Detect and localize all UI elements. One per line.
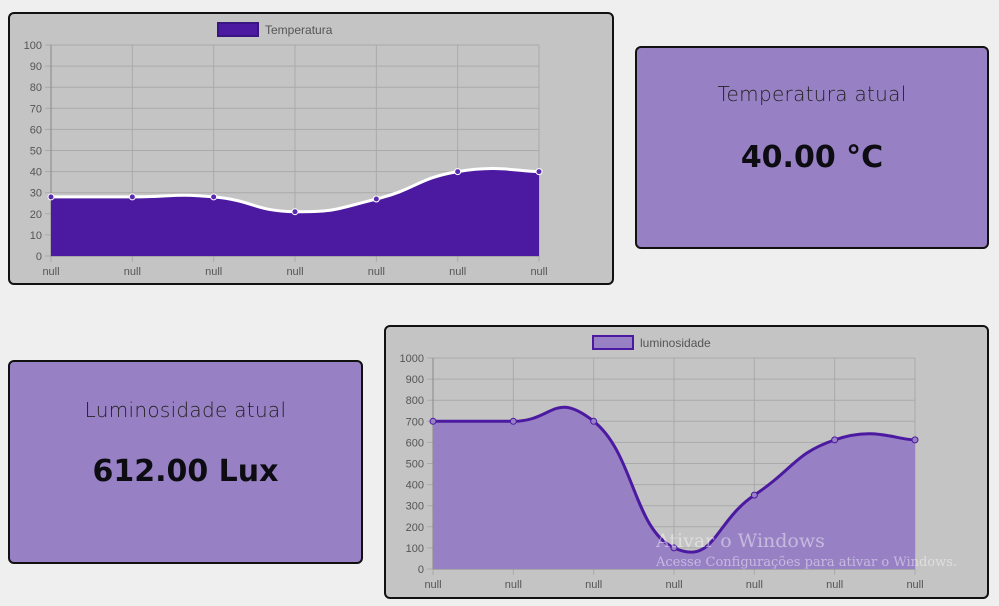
temperature-data-point (210, 193, 218, 201)
luminosity-xtick-label: null (585, 579, 602, 591)
luminosity-ytick-label: 200 (406, 522, 424, 534)
luminosity-data-point (429, 417, 437, 425)
temperature-data-point (454, 168, 462, 176)
luminosity-ytick-label: 300 (406, 501, 424, 513)
luminosity-card: Luminosidade atual 612.00 Lux (8, 360, 363, 564)
temperature-legend-label: Temperatura (265, 23, 333, 37)
luminosity-legend-label: luminosidade (640, 336, 711, 350)
luminosity-area-fill (433, 407, 915, 569)
luminosity-legend-swatch (592, 335, 634, 350)
luminosity-card-value: 612.00 Lux (92, 454, 279, 489)
luminosity-ytick-label: 500 (406, 459, 424, 471)
luminosity-ytick-label: 700 (406, 416, 424, 428)
temperature-chart: Temperatura 0 10 20 30 40 50 60 70 80 90 100 null nul… (24, 22, 548, 278)
temperature-data-point (372, 195, 380, 203)
temperature-ytick-label: 0 (36, 251, 42, 263)
temperature-ytick-label: 70 (30, 103, 42, 115)
luminosity-ytick-label: 0 (418, 564, 424, 576)
temperature-ytick-label: 90 (30, 61, 42, 73)
luminosity-chart: luminosidade 0 100 200 300 400 500 600 700 800 900… (400, 335, 924, 591)
luminosity-ytick-label: 100 (406, 543, 424, 555)
temperature-xtick-label: null (530, 266, 547, 278)
temperature-xtick-label: null (205, 266, 222, 278)
luminosity-data-point (831, 436, 839, 444)
luminosity-ytick-label: 900 (406, 374, 424, 386)
luminosity-data-point (750, 491, 758, 499)
temperature-card-value: 40.00 °C (740, 140, 884, 175)
luminosity-xtick-label: null (826, 579, 843, 591)
temperature-xtick-label: null (286, 266, 303, 278)
temperature-data-point (535, 168, 543, 176)
temperature-ytick-label: 30 (30, 188, 42, 200)
temperature-ytick-label: 100 (24, 40, 42, 52)
luminosity-chart-panel: luminosidade 0 100 200 300 400 500 600 700 800 900… (384, 325, 989, 599)
luminosity-data-point (911, 436, 919, 444)
luminosity-xtick-label: null (665, 579, 682, 591)
luminosity-data-point (590, 417, 598, 425)
luminosity-ytick-label: 600 (406, 437, 424, 449)
temperature-xtick-label: null (368, 266, 385, 278)
temperature-xtick-label: null (42, 266, 59, 278)
luminosity-ytick-label: 800 (406, 395, 424, 407)
luminosity-data-point (670, 544, 678, 552)
temperature-xtick-label: null (449, 266, 466, 278)
temperature-ytick-label: 40 (30, 167, 42, 179)
temperature-xtick-label: null (124, 266, 141, 278)
luminosity-data-point (509, 417, 517, 425)
luminosity-xtick-label: null (424, 579, 441, 591)
luminosity-ytick-label: 1000 (400, 353, 424, 365)
temperature-legend-swatch (217, 22, 259, 37)
temperature-card-title: Temperatura atual (717, 82, 907, 106)
luminosity-xtick-label: null (505, 579, 522, 591)
temperature-ytick-label: 50 (30, 146, 42, 158)
temperature-data-point (128, 193, 136, 201)
temperature-card: Temperatura atual 40.00 °C (635, 46, 989, 249)
temperature-data-point (47, 193, 55, 201)
luminosity-card-title: Luminosidade atual (84, 398, 287, 422)
luminosity-ytick-label: 400 (406, 480, 424, 492)
temperature-data-point (291, 208, 299, 216)
luminosity-xtick-label: null (906, 579, 923, 591)
temperature-ytick-label: 60 (30, 124, 42, 136)
temperature-ytick-label: 20 (30, 209, 42, 221)
temperature-ytick-label: 10 (30, 230, 42, 242)
temperature-chart-panel: Temperatura 0 10 20 30 40 50 60 70 80 90 100 null nul… (8, 12, 614, 285)
temperature-ytick-label: 80 (30, 82, 42, 94)
luminosity-xtick-label: null (746, 579, 763, 591)
